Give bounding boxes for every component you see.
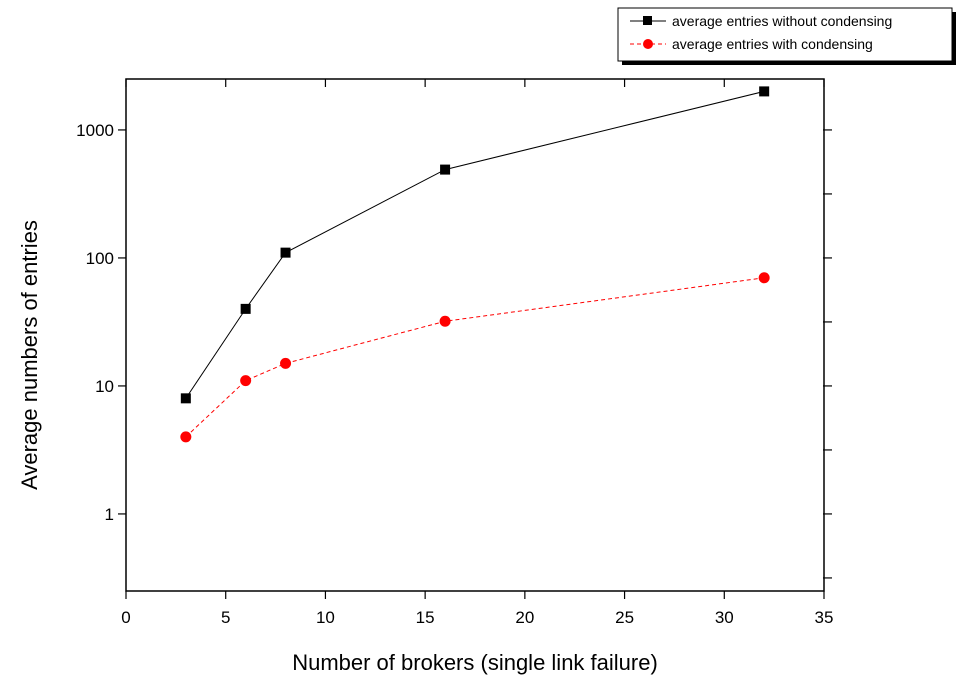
series-1-point <box>439 315 451 327</box>
x-axis-title: Number of brokers (single link failure) <box>292 650 658 675</box>
x-tick-label: 15 <box>416 608 435 627</box>
legend: average entries without condensing avera… <box>617 7 956 65</box>
x-axis-ticks: 0 5 10 15 20 25 30 35 <box>121 79 833 627</box>
legend-shadow-right <box>952 12 956 65</box>
series-0-point <box>440 164 451 175</box>
series-0-point <box>180 393 191 404</box>
series-0-point <box>280 247 291 258</box>
series-1-point <box>280 357 292 369</box>
x-tick-label: 20 <box>515 608 534 627</box>
x-tick-label: 10 <box>316 608 335 627</box>
series-line-1 <box>185 277 765 438</box>
y-axis-ticks: 1 10 100 1000 <box>76 121 832 579</box>
y-tick-label: 10 <box>95 377 114 396</box>
legend-marker-circle <box>643 39 653 49</box>
legend-label-with-condensing: average entries with condensing <box>672 36 873 52</box>
y-tick-label: 1 <box>105 505 114 524</box>
plot-area <box>125 78 825 592</box>
x-tick-label: 25 <box>615 608 634 627</box>
series-1-point <box>180 431 192 443</box>
legend-marker-square <box>643 16 652 25</box>
series-line-0 <box>185 90 765 399</box>
series-0-point <box>240 303 251 314</box>
series-0-point <box>759 86 770 97</box>
series-1-point <box>240 375 252 387</box>
y-tick-label: 1000 <box>76 121 114 140</box>
legend-box <box>617 7 953 62</box>
legend-label-without-condensing: average entries without condensing <box>672 13 892 29</box>
y-axis-title: Average numbers of entries <box>17 220 42 490</box>
x-tick-label: 35 <box>815 608 834 627</box>
x-tick-label: 5 <box>221 608 230 627</box>
x-tick-label: 30 <box>715 608 734 627</box>
x-tick-label: 0 <box>121 608 130 627</box>
series-1-point <box>758 272 770 284</box>
y-tick-label: 100 <box>86 249 114 268</box>
legend-shadow-bottom <box>622 61 956 65</box>
series-layer <box>180 86 770 443</box>
